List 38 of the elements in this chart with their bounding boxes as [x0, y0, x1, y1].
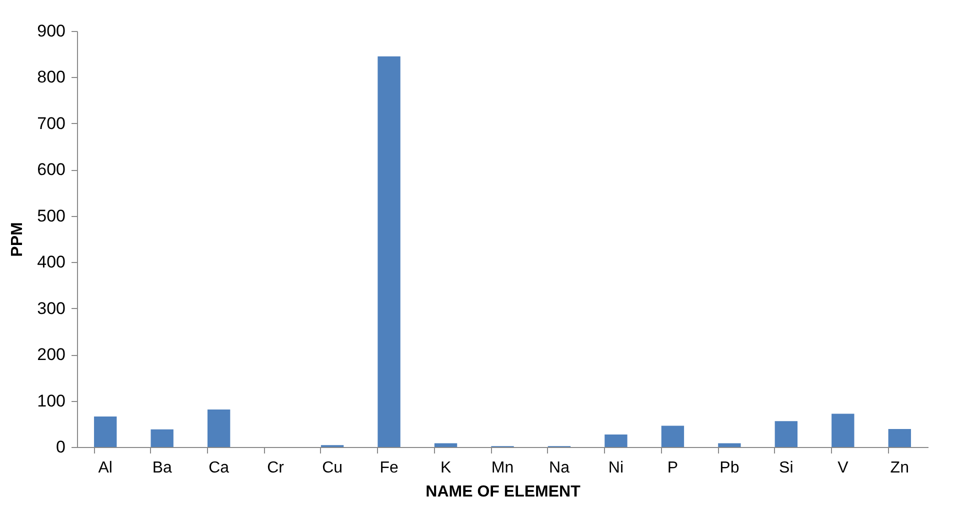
x-tick-label: Na [549, 460, 570, 476]
x-tick-label: P [667, 460, 678, 476]
x-tick-label: Al [98, 460, 112, 476]
bar [661, 426, 684, 447]
x-tick-label: Zn [890, 460, 909, 476]
x-tick-label: Si [779, 460, 794, 476]
bar [378, 56, 400, 447]
y-tick-label: 800 [37, 68, 66, 87]
x-tick-label: Ca [208, 460, 230, 476]
y-axis-title: PPM [9, 222, 26, 257]
y-tick-label: 900 [37, 22, 66, 40]
y-tick-label: 200 [37, 345, 66, 364]
x-tick-label: Pb [720, 460, 740, 476]
y-tick-label: 400 [37, 252, 66, 272]
y-tick-label: 700 [37, 114, 66, 133]
x-axis-title: NAME OF ELEMENT [426, 484, 581, 500]
bar [832, 414, 854, 447]
bar [604, 434, 628, 447]
x-tick-label: Cu [322, 460, 343, 476]
x-tick-label: V [838, 460, 849, 476]
bar [718, 443, 741, 447]
x-tick-label: Mn [491, 460, 514, 476]
y-tick-label: 300 [37, 298, 66, 318]
y-tick-label: 600 [37, 160, 66, 180]
y-tick-label: 100 [37, 391, 66, 410]
x-tick-label: Ba [152, 460, 172, 476]
x-tick-label: K [440, 460, 452, 476]
y-tick-label: 0 [56, 438, 66, 456]
bar [774, 421, 798, 447]
bar [888, 428, 911, 447]
bar [150, 429, 174, 447]
bar [207, 410, 230, 447]
x-tick-label: Fe [380, 460, 398, 476]
x-tick-label: Ni [608, 460, 624, 476]
x-tick-label: Cr [267, 460, 285, 476]
y-tick-label: 500 [37, 206, 66, 226]
bar [94, 416, 117, 447]
bar [434, 443, 458, 447]
